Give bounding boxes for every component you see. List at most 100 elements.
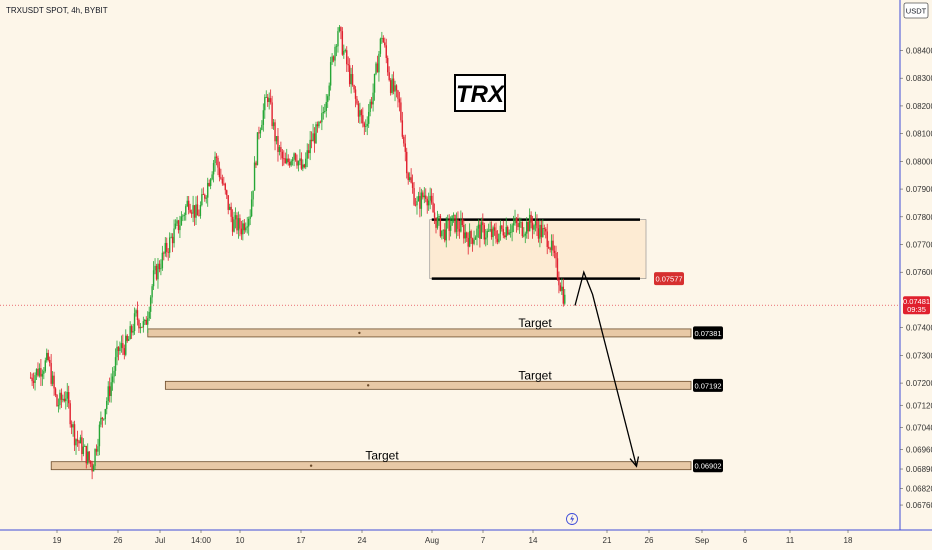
candle-body (366, 123, 368, 127)
lightning-icon-bolt[interactable] (570, 514, 575, 524)
candle-body (81, 437, 83, 455)
projection-path (574, 270, 638, 467)
candle-body (498, 233, 500, 242)
currency-button-box[interactable] (903, 2, 929, 19)
candle-body (68, 392, 70, 404)
candle-body (485, 237, 487, 240)
candle-body (123, 348, 126, 355)
candle-body (145, 319, 147, 325)
candle-body (147, 318, 149, 325)
candle-body (195, 204, 197, 218)
candle-body (267, 97, 269, 103)
target-band-handle (309, 464, 313, 467)
candle-body (73, 424, 76, 446)
candle-body (128, 339, 130, 341)
candle-body (520, 222, 522, 224)
currency-button-label[interactable]: USDT (906, 7, 927, 16)
candle-body (384, 42, 386, 46)
candle-body (111, 376, 114, 383)
candle-body (523, 235, 525, 237)
candle-body (388, 72, 390, 81)
candle-body (236, 215, 238, 231)
candle-body (242, 223, 244, 235)
candle-body (367, 111, 370, 124)
candle-body (85, 445, 87, 464)
x-tick-label: 18 (844, 536, 853, 545)
candle-body (534, 221, 537, 226)
target-price-label-text: 0.07381 (694, 329, 721, 338)
candle-body (452, 214, 455, 216)
candle-body (365, 126, 367, 127)
candle-body (258, 132, 260, 134)
candle-body (48, 360, 51, 364)
candle-body (223, 183, 225, 185)
candle-body (135, 310, 137, 314)
target-label: Target (518, 368, 552, 382)
target-band (50, 461, 692, 471)
candle-body (122, 343, 124, 349)
candle-body (449, 225, 452, 231)
candle-body (439, 216, 442, 237)
candle-body (204, 194, 206, 199)
x-tick-label: 14 (529, 536, 538, 545)
candle-body (91, 463, 93, 472)
candle-body (550, 240, 553, 250)
candle-body (429, 195, 431, 201)
candle-body (262, 110, 265, 125)
candle-body (324, 111, 326, 113)
candle-body (363, 123, 365, 127)
candle-body (149, 297, 152, 312)
candle-body (430, 195, 433, 203)
currency-button[interactable]: USDT (903, 2, 929, 19)
candle-body (351, 74, 354, 85)
candle-body (75, 439, 77, 446)
candle-body (512, 223, 515, 226)
candle-body (286, 158, 288, 164)
candle-body (505, 226, 507, 238)
candle-body (375, 63, 377, 74)
candle-body (152, 270, 155, 287)
candle-body (559, 285, 562, 291)
candle-body (344, 50, 346, 51)
candle-body (312, 133, 314, 142)
candle-body (408, 177, 411, 181)
candle-body (98, 424, 101, 447)
candle-body (318, 121, 320, 127)
candle-body (79, 437, 82, 444)
projection-layer (574, 270, 640, 468)
candle-body (463, 225, 465, 239)
candle-body (362, 115, 364, 124)
candle-body (205, 197, 207, 199)
candle-body (464, 232, 466, 239)
candle-body (43, 371, 45, 374)
candle-body (561, 286, 563, 291)
range-low-price-label (654, 272, 684, 286)
candle-body (114, 357, 117, 371)
x-tick-label: 19 (53, 536, 62, 545)
candle-body (50, 363, 52, 384)
candle-body (179, 225, 181, 231)
candle-body (196, 204, 199, 216)
candle-body (41, 373, 44, 377)
candle-body (545, 228, 547, 232)
candle-body (207, 182, 209, 198)
candle-body (100, 417, 102, 425)
candle-body (387, 57, 389, 73)
candle-body (493, 227, 496, 231)
candle-body (189, 209, 191, 213)
candle-body (398, 98, 401, 103)
candle-body (302, 164, 304, 169)
candle-body (564, 294, 566, 304)
candle-body (542, 228, 544, 237)
candle-body (400, 102, 402, 121)
candle-body (180, 216, 183, 226)
candle-body (94, 449, 96, 466)
x-tick-label: 14:00 (191, 536, 212, 545)
target-price-label (693, 459, 723, 473)
lightning-icon[interactable] (566, 513, 578, 525)
